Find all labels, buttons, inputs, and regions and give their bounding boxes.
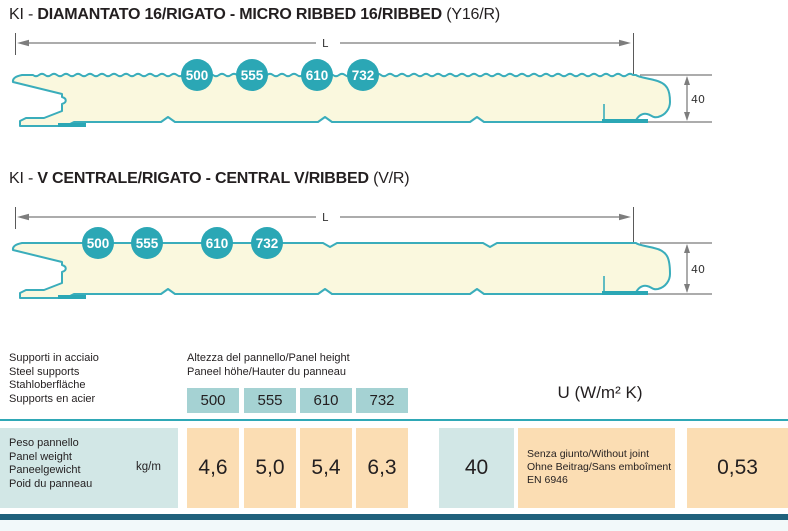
panel-cross-section <box>11 242 671 299</box>
panel-height-header: Altezza del pannello/Panel height Paneel… <box>187 352 350 379</box>
height-circle <box>236 59 268 91</box>
weight-cell-555: 5,0 <box>244 428 296 508</box>
dimension-arrow <box>619 213 631 221</box>
steel-supports-label: Supporti in acciaio Steel supports Stahl… <box>9 352 99 406</box>
length-dim-label: L <box>322 211 329 224</box>
circle-label: 500 <box>87 236 110 251</box>
height-circle <box>201 227 233 259</box>
joint-condition-label: Senza giunto/Without joint Ohne Beitrag/… <box>527 448 671 487</box>
dimension-arrow <box>619 39 631 47</box>
joint-line: Ohne Beitrag/Sans emboîment <box>527 461 672 473</box>
u-thickness-cell: 40 <box>439 428 514 508</box>
joint-line: Senza giunto/Without joint <box>527 448 649 460</box>
dimension-arrow <box>684 244 690 253</box>
weight-line: Panel weight <box>9 450 72 463</box>
title-code: (Y16/R) <box>442 6 500 23</box>
height-cell-555: 555 <box>244 388 296 413</box>
height-circle <box>82 227 114 259</box>
dimension-arrow <box>17 39 29 47</box>
weight-line: Paneelgewicht <box>9 464 81 476</box>
section-title-y16r: KI - DIAMANTATO 16/RIGATO - MICRO RIBBED… <box>9 6 500 24</box>
weight-cell-500: 4,6 <box>187 428 239 508</box>
height-cell-610: 610 <box>300 388 352 413</box>
height-header-line: Altezza del pannello/Panel height <box>187 352 350 364</box>
length-dim-label: L <box>322 37 329 50</box>
circle-label: 555 <box>136 236 159 251</box>
title-main: V CENTRALE/RIGATO - CENTRAL V/RIBBED <box>37 170 369 187</box>
supports-line: Supporti in acciaio <box>9 352 99 364</box>
height-circle <box>181 59 213 91</box>
weight-cell-732: 6,3 <box>356 428 408 508</box>
dimension-arrow <box>684 112 690 121</box>
panel-weight-label: Peso pannello Panel weight Paneelgewicht… <box>9 437 92 491</box>
title-code: (V/R) <box>368 170 410 187</box>
height-circle <box>131 227 163 259</box>
joint-condition-cell: Senza giunto/Without joint Ohne Beitrag/… <box>518 428 675 508</box>
weight-line: Poid du panneau <box>9 477 93 490</box>
circle-label: 732 <box>352 68 375 83</box>
height-cell-732: 732 <box>356 388 408 413</box>
supports-line: Steel supports <box>9 365 80 378</box>
height-circle <box>347 59 379 91</box>
supports-line: Stahloberfläche <box>9 379 86 391</box>
height-circle <box>251 227 283 259</box>
weight-unit-label: kg/m <box>136 461 161 473</box>
footer-background <box>0 520 788 531</box>
dimension-lines <box>15 33 712 123</box>
panel-weight-header-cell: Peso pannello Panel weight Paneelgewicht… <box>0 428 178 508</box>
title-main: DIAMANTATO 16/RIGATO - MICRO RIBBED 16/R… <box>37 6 443 23</box>
thickness-dim-label: 40 <box>691 263 705 276</box>
circle-label: 732 <box>256 236 279 251</box>
circle-label: 555 <box>241 68 264 83</box>
u-value-title: U (W/m² K) <box>557 383 643 402</box>
weight-cell-610: 5,4 <box>300 428 352 508</box>
weight-line: Peso pannello <box>9 437 79 449</box>
height-circle <box>301 59 333 91</box>
dimension-arrow <box>684 284 690 293</box>
panel-cross-section <box>11 72 671 127</box>
height-cell-500: 500 <box>187 388 239 413</box>
title-prefix: KI - <box>9 6 38 23</box>
u-value-cell: 0,53 <box>687 428 788 508</box>
circle-label: 500 <box>186 68 209 83</box>
height-circles: 500 555 610 732 <box>82 227 283 259</box>
supports-line: Supports en acier <box>9 392 96 405</box>
dimension-arrow <box>17 213 29 221</box>
footer-bar <box>0 514 788 520</box>
height-circles: 500 555 610 732 <box>181 59 379 91</box>
circle-label: 610 <box>206 236 229 251</box>
section-title-vr: KI - V CENTRALE/RIGATO - CENTRAL V/RIBBE… <box>9 170 410 188</box>
table-divider-rule <box>0 419 788 421</box>
dimension-lines <box>15 207 712 295</box>
joint-line: EN 6946 <box>527 474 568 486</box>
dimension-arrow <box>684 76 690 85</box>
thickness-dim-label: 40 <box>691 93 705 106</box>
height-header-line: Paneel höhe/Hauter du panneau <box>187 365 347 378</box>
panel-diagram-vr: L 40 500 555 610 732 <box>11 207 712 299</box>
circle-label: 610 <box>306 68 329 83</box>
title-prefix: KI - <box>9 170 38 187</box>
panel-diagram-y16r: L 40 500 555 610 732 <box>11 33 712 127</box>
